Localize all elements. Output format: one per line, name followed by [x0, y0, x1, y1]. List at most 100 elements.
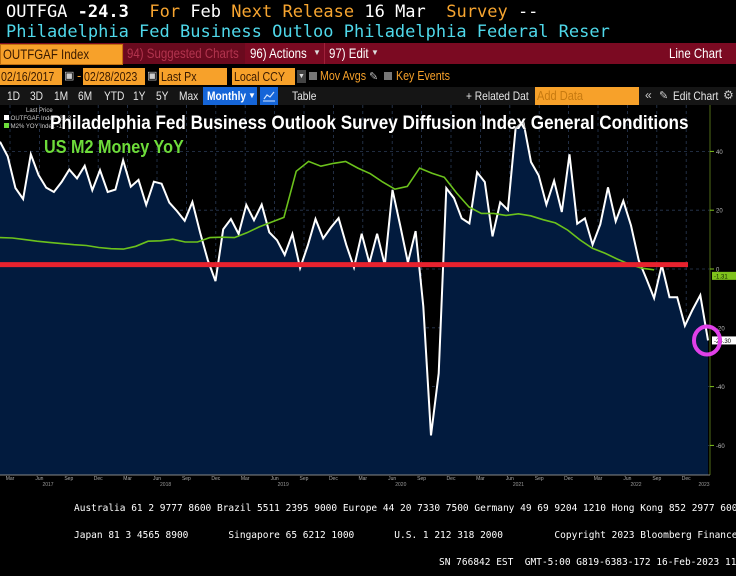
- security-input[interactable]: OUTFGAF Index: [0, 44, 123, 65]
- frequency-value: Monthly: [207, 89, 247, 103]
- frequency-select[interactable]: Monthly ▼: [203, 87, 257, 105]
- edit-chart-button[interactable]: Edit Chart: [673, 89, 719, 103]
- period-5y-button[interactable]: 5Y: [156, 89, 169, 103]
- x-tick-label: Sep: [300, 476, 309, 482]
- line-chart-type-button[interactable]: [260, 87, 278, 105]
- period: Feb: [190, 2, 222, 22]
- field-select-value: Last Px: [161, 69, 197, 84]
- key-events-checkbox[interactable]: [384, 72, 392, 80]
- last-value-tags: -1.31 -24.30: [712, 271, 736, 345]
- y-tick-label: 20: [716, 209, 723, 215]
- mov-avgs-checkbox[interactable]: [309, 72, 317, 80]
- x-tick-label: Dec: [682, 476, 691, 482]
- security-input-value: OUTFGAF Index: [3, 46, 90, 62]
- line-chart-icon: [263, 91, 275, 102]
- x-year-label: 2022: [630, 482, 641, 488]
- legend-item-value: -1.: [56, 124, 64, 130]
- period-1m-button[interactable]: 1M: [54, 89, 69, 103]
- m2-yoy-series-line: [0, 160, 655, 271]
- period-ytd-button[interactable]: YTD: [104, 89, 125, 103]
- x-tick-label: Jun: [388, 476, 396, 482]
- range-separator: -: [77, 68, 82, 83]
- x-year-label: 2019: [278, 482, 289, 488]
- security-description: Philadelphia Fed Business Outloo Philade…: [6, 22, 610, 42]
- pencil-icon[interactable]: ✎: [369, 71, 379, 83]
- x-tick-label: Sep: [417, 476, 426, 482]
- edit-button[interactable]: 97) Edit ▼: [324, 43, 380, 64]
- period-6m-button[interactable]: 6M: [78, 89, 93, 103]
- actions-label: 96) Actions: [250, 45, 307, 61]
- x-tick-label: Mar: [241, 476, 250, 482]
- x-tick-label: Dec: [564, 476, 573, 482]
- period-3d-button[interactable]: 3D: [30, 89, 44, 103]
- start-date-input[interactable]: 02/16/2017: [0, 68, 62, 85]
- footer-contacts-line1: Australia 61 2 9777 8600 Brazil 5511 239…: [74, 503, 736, 514]
- suggested-charts-button[interactable]: 94) Suggested Charts: [124, 43, 245, 64]
- x-year-label: 2021: [513, 482, 524, 488]
- footer-session-info: SN 766842 EST GMT-5:00 G819-6383-172 16-…: [439, 557, 736, 568]
- ticker: OUTFGA: [6, 2, 68, 22]
- period-1d-button[interactable]: 1D: [7, 89, 21, 103]
- x-tick-label: Jun: [271, 476, 279, 482]
- end-date-input[interactable]: 02/28/2023: [83, 68, 145, 85]
- next-release-label: Next Release: [231, 2, 355, 22]
- y-tick-label: 0: [716, 268, 720, 274]
- add-data-input[interactable]: Add Data: [535, 87, 639, 105]
- legend-item-name: OUTFGAF Index: [10, 116, 56, 122]
- pencil-icon: ✎: [659, 90, 669, 102]
- security-header: OUTFGA -24.3 For Feb Next Release 16 Mar…: [6, 2, 538, 22]
- legend-swatch: [4, 115, 9, 120]
- x-tick-label: Sep: [182, 476, 191, 482]
- calendar-icon[interactable]: ▣: [147, 70, 158, 82]
- m2-annotation: US M2 Money YoY: [44, 137, 184, 157]
- end-date-value: 02/28/2023: [84, 69, 138, 84]
- period-max-button[interactable]: Max: [179, 89, 199, 103]
- legend-item-name: M2% YOY Index: [10, 124, 55, 130]
- x-tick-label: Jun: [623, 476, 631, 482]
- actions-button[interactable]: 96) Actions ▼: [247, 43, 323, 64]
- x-tick-label: Jun: [153, 476, 161, 482]
- x-tick-label: Dec: [447, 476, 456, 482]
- x-tick-label: Sep: [652, 476, 661, 482]
- currency-select[interactable]: Local CCY: [232, 68, 295, 85]
- footer-contacts-line2: Japan 81 3 4565 8900 Singapore 65 6212 1…: [74, 530, 736, 541]
- legend-title: Last Price: [26, 108, 53, 114]
- x-tick-label: Jun: [35, 476, 43, 482]
- last-value: -24.3: [77, 2, 129, 22]
- x-year-label: 2017: [42, 482, 53, 488]
- chart-legend: Last Price OUTFGAF Index -24.3 M2% YOY I…: [4, 108, 71, 131]
- legend-item[interactable]: M2% YOY Index -1.: [4, 123, 71, 131]
- x-year-label: 2020: [395, 482, 406, 488]
- legend-swatch: [4, 123, 9, 128]
- suggested-charts-label: 94) Suggested Charts: [127, 45, 239, 61]
- period-1y-button[interactable]: 1Y: [133, 89, 146, 103]
- x-tick-label: Dec: [211, 476, 220, 482]
- highlight-circle: [692, 324, 722, 357]
- survey-value: --: [517, 2, 539, 22]
- outfgaf-series-line: [0, 119, 709, 436]
- chevron-down-icon: ▼: [371, 48, 379, 57]
- gear-icon[interactable]: ⚙: [723, 88, 734, 102]
- related-data-button[interactable]: + Related Dat: [466, 89, 529, 103]
- x-year-label: 2018: [160, 482, 171, 488]
- chevron-down-icon: ▼: [313, 48, 321, 57]
- footer: Australia 61 2 9777 8600 Brazil 5511 239…: [0, 486, 736, 576]
- y-axis-ticks: 40 20 0 -20 -40 -60: [710, 150, 725, 450]
- mov-avgs-label: Mov Avgs: [320, 68, 367, 83]
- calendar-icon[interactable]: ▣: [64, 70, 75, 82]
- view-type-label: Line Chart: [669, 45, 722, 61]
- x-tick-label: Mar: [358, 476, 367, 482]
- legend-item[interactable]: OUTFGAF Index -24.3: [4, 115, 71, 123]
- y-tick-label: 40: [716, 150, 723, 156]
- table-button[interactable]: Table: [292, 89, 317, 103]
- chevron-down-icon[interactable]: ▼: [297, 70, 306, 83]
- chart-title-annotation: Philadelphia Fed Business Outlook Survey…: [50, 113, 689, 134]
- key-events-label: Key Events: [396, 68, 450, 83]
- y-tick-label: -20: [716, 326, 725, 332]
- collapse-icon[interactable]: «: [645, 88, 652, 102]
- outfgaf-area-fill: [0, 121, 708, 476]
- period-bar: 1D 3D 1M 6M YTD 1Y 5Y Max Monthly ▼ Tabl…: [0, 87, 736, 105]
- field-select[interactable]: Last Px: [159, 68, 227, 85]
- legend-item-value: -24.3: [57, 116, 72, 122]
